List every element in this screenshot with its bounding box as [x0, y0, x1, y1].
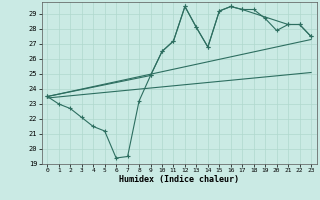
X-axis label: Humidex (Indice chaleur): Humidex (Indice chaleur): [119, 175, 239, 184]
